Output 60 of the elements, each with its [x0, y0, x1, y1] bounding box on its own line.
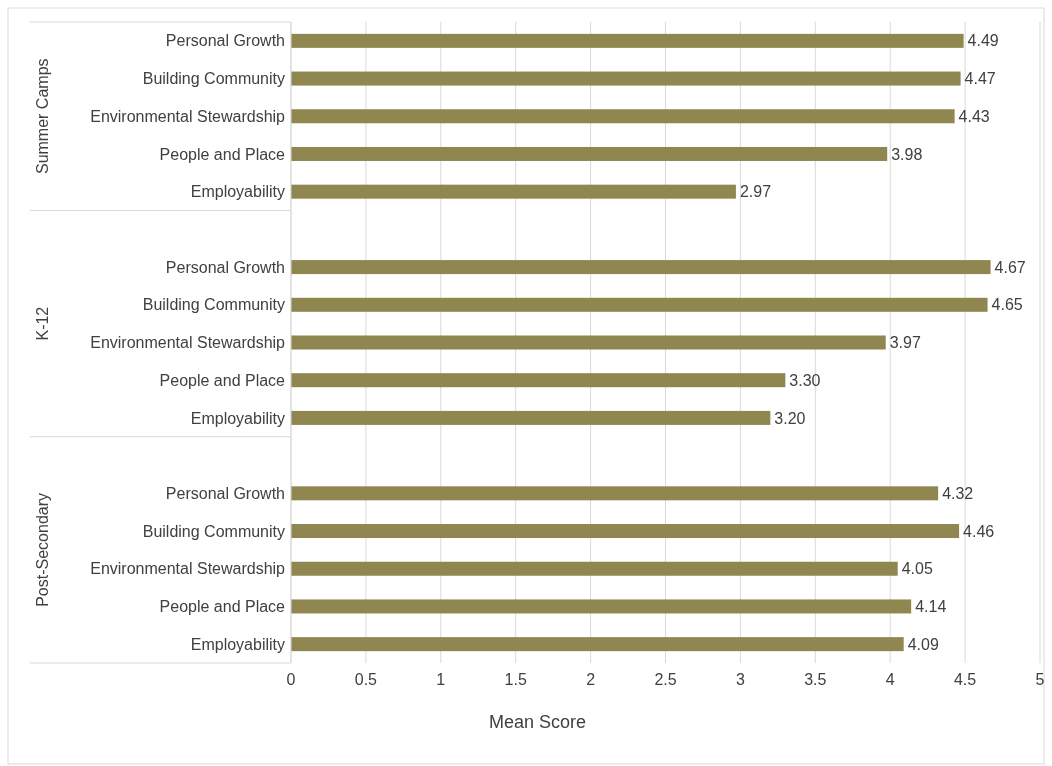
data-label: 2.97	[739, 183, 772, 201]
data-label: 4.43	[958, 107, 990, 125]
bar	[291, 109, 955, 124]
x-tick-label: 0	[286, 671, 296, 688]
data-label: 4.65	[991, 296, 1023, 314]
y-tick-label: Employability	[190, 183, 285, 201]
y-tick-label: Building Community	[142, 522, 285, 540]
bar	[291, 146, 888, 161]
bar	[291, 184, 736, 199]
data-label: 3.97	[889, 334, 921, 352]
x-tick-label: 5	[1035, 671, 1045, 688]
bar	[291, 561, 898, 576]
data-label: 4.14	[915, 598, 947, 616]
bar	[291, 297, 988, 312]
y-tick-label: Environmental Stewardship	[90, 560, 286, 578]
x-tick-label: 1.5	[504, 671, 527, 688]
bar	[291, 33, 964, 48]
data-label: 3.98	[891, 145, 923, 163]
data-label: 4.67	[994, 258, 1026, 276]
y-tick-label: People and Place	[159, 371, 286, 389]
data-label: 4.32	[942, 484, 974, 502]
bar	[291, 637, 904, 652]
bar	[291, 335, 886, 350]
bar	[291, 71, 961, 86]
data-label: 4.49	[967, 32, 999, 50]
bar	[291, 260, 991, 275]
text: K-12	[33, 306, 51, 341]
bar	[291, 599, 912, 614]
x-tick-label: 2.5	[654, 671, 677, 688]
data-label: 3.30	[789, 371, 821, 389]
x-axis-title: Mean Score	[488, 712, 587, 732]
x-tick-label: 3.5	[804, 671, 827, 688]
x-tick-label: 4	[885, 671, 895, 688]
y-tick-label: Building Community	[142, 70, 285, 88]
data-label: 4.09	[907, 635, 939, 653]
x-tick-label: 0.5	[354, 671, 378, 688]
y-tick-label: Employability	[190, 409, 285, 427]
x-tick-label: 4.5	[953, 671, 977, 688]
data-label: 4.05	[901, 560, 933, 578]
bar	[291, 410, 771, 425]
y-tick-label: Environmental Stewardship	[90, 107, 286, 125]
y-tick-label: People and Place	[159, 598, 286, 616]
y-tick-label: Personal Growth	[165, 32, 285, 50]
y-tick-label: Personal Growth	[165, 484, 285, 502]
x-tick-label: 2	[586, 671, 596, 688]
bar	[291, 373, 786, 388]
bar	[291, 486, 939, 501]
x-tick-label: 1	[436, 671, 446, 688]
data-label: 4.46	[963, 522, 995, 540]
text: Summer Camps	[33, 58, 51, 175]
y-tick-label: Environmental Stewardship	[90, 334, 286, 352]
bar	[291, 524, 960, 539]
x-tick-label: 3	[735, 671, 745, 688]
text: Post-Secondary	[33, 492, 51, 607]
y-tick-label: People and Place	[159, 145, 286, 163]
data-label: 4.47	[964, 70, 996, 88]
y-tick-label: Employability	[190, 635, 285, 653]
data-label: 3.20	[774, 409, 806, 427]
y-tick-label: Building Community	[142, 296, 285, 314]
y-tick-label: Personal Growth	[165, 258, 285, 276]
